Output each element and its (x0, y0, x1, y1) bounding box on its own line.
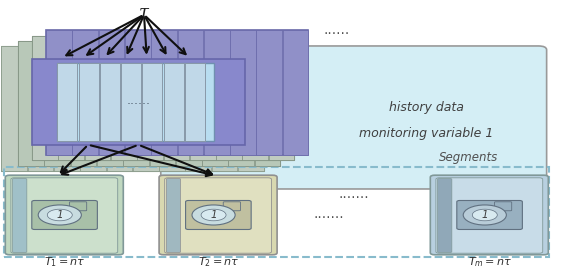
FancyBboxPatch shape (70, 202, 87, 211)
FancyBboxPatch shape (71, 41, 97, 166)
FancyBboxPatch shape (159, 46, 185, 171)
FancyBboxPatch shape (223, 202, 241, 211)
FancyBboxPatch shape (255, 41, 280, 166)
FancyBboxPatch shape (46, 30, 309, 155)
Text: $T_1 = n\tau$: $T_1 = n\tau$ (44, 255, 85, 269)
Circle shape (463, 205, 506, 225)
Text: ......: ...... (126, 94, 151, 107)
FancyBboxPatch shape (212, 46, 237, 171)
FancyBboxPatch shape (44, 41, 70, 166)
FancyBboxPatch shape (161, 46, 547, 189)
Circle shape (47, 209, 72, 221)
FancyBboxPatch shape (58, 36, 84, 160)
Text: $T_2 = n\tau$: $T_2 = n\tau$ (198, 255, 239, 269)
FancyBboxPatch shape (107, 46, 132, 171)
Text: monitoring variable 1: monitoring variable 1 (359, 126, 493, 140)
FancyBboxPatch shape (164, 36, 189, 160)
FancyBboxPatch shape (80, 46, 106, 171)
FancyBboxPatch shape (1, 46, 27, 171)
Text: .......: ....... (313, 207, 344, 221)
FancyBboxPatch shape (99, 30, 124, 155)
FancyBboxPatch shape (269, 36, 294, 160)
FancyBboxPatch shape (256, 30, 282, 155)
FancyBboxPatch shape (149, 41, 175, 166)
FancyBboxPatch shape (142, 63, 162, 141)
Circle shape (472, 209, 497, 221)
Text: .......: ....... (338, 187, 369, 201)
Text: ......: ...... (324, 23, 350, 37)
FancyBboxPatch shape (32, 200, 97, 230)
FancyBboxPatch shape (430, 175, 549, 255)
FancyBboxPatch shape (123, 41, 149, 166)
FancyBboxPatch shape (79, 63, 99, 141)
FancyBboxPatch shape (111, 36, 137, 160)
FancyBboxPatch shape (137, 36, 163, 160)
Text: τ: τ (139, 3, 149, 21)
FancyBboxPatch shape (457, 200, 522, 230)
Circle shape (38, 205, 81, 225)
Circle shape (192, 205, 235, 225)
FancyBboxPatch shape (57, 63, 214, 141)
Text: 1: 1 (482, 210, 488, 220)
FancyBboxPatch shape (1, 46, 264, 171)
Circle shape (201, 209, 226, 221)
FancyBboxPatch shape (12, 179, 27, 252)
FancyBboxPatch shape (164, 63, 184, 141)
FancyBboxPatch shape (228, 41, 254, 166)
FancyBboxPatch shape (32, 36, 294, 160)
FancyBboxPatch shape (97, 41, 123, 166)
FancyBboxPatch shape (204, 30, 229, 155)
FancyBboxPatch shape (151, 30, 177, 155)
FancyBboxPatch shape (185, 63, 205, 141)
FancyBboxPatch shape (46, 30, 72, 155)
Text: history data: history data (389, 101, 464, 114)
FancyBboxPatch shape (85, 36, 111, 160)
FancyBboxPatch shape (165, 178, 271, 253)
FancyBboxPatch shape (190, 36, 216, 160)
FancyBboxPatch shape (54, 46, 80, 171)
FancyBboxPatch shape (216, 36, 242, 160)
FancyBboxPatch shape (238, 46, 264, 171)
FancyBboxPatch shape (57, 63, 78, 141)
FancyBboxPatch shape (32, 59, 244, 145)
FancyBboxPatch shape (166, 179, 180, 252)
FancyBboxPatch shape (185, 46, 211, 171)
FancyBboxPatch shape (230, 30, 256, 155)
FancyBboxPatch shape (18, 41, 280, 166)
FancyBboxPatch shape (125, 30, 151, 155)
FancyBboxPatch shape (438, 179, 452, 252)
FancyBboxPatch shape (178, 30, 203, 155)
FancyBboxPatch shape (72, 30, 98, 155)
Text: 1: 1 (56, 210, 63, 220)
FancyBboxPatch shape (11, 178, 117, 253)
FancyBboxPatch shape (436, 178, 543, 253)
FancyBboxPatch shape (185, 200, 251, 230)
Text: 1: 1 (210, 210, 217, 220)
FancyBboxPatch shape (159, 175, 277, 255)
Text: Segments: Segments (439, 151, 498, 164)
FancyBboxPatch shape (121, 63, 141, 141)
FancyBboxPatch shape (32, 36, 58, 160)
FancyBboxPatch shape (242, 36, 268, 160)
FancyBboxPatch shape (283, 30, 309, 155)
FancyBboxPatch shape (100, 63, 120, 141)
FancyBboxPatch shape (28, 46, 53, 171)
FancyBboxPatch shape (176, 41, 202, 166)
FancyBboxPatch shape (5, 175, 123, 255)
FancyBboxPatch shape (495, 202, 511, 211)
FancyBboxPatch shape (18, 41, 44, 166)
FancyBboxPatch shape (133, 46, 158, 171)
FancyBboxPatch shape (202, 41, 228, 166)
Text: $T_m = n\tau$: $T_m = n\tau$ (468, 255, 511, 269)
